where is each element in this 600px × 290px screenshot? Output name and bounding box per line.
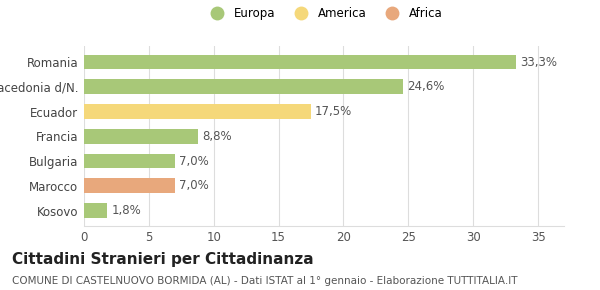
Text: COMUNE DI CASTELNUOVO BORMIDA (AL) - Dati ISTAT al 1° gennaio - Elaborazione TUT: COMUNE DI CASTELNUOVO BORMIDA (AL) - Dat… <box>12 276 517 285</box>
Text: 24,6%: 24,6% <box>407 80 445 93</box>
Bar <box>84 203 107 218</box>
Bar <box>84 154 175 168</box>
Text: 7,0%: 7,0% <box>179 179 208 192</box>
Bar <box>84 129 198 144</box>
Text: 1,8%: 1,8% <box>111 204 141 217</box>
Text: 7,0%: 7,0% <box>179 155 208 168</box>
Text: Cittadini Stranieri per Cittadinanza: Cittadini Stranieri per Cittadinanza <box>12 252 314 267</box>
Text: 8,8%: 8,8% <box>202 130 232 143</box>
Bar <box>84 104 311 119</box>
Legend: Europa, America, Africa: Europa, America, Africa <box>200 2 448 24</box>
Bar <box>84 178 175 193</box>
Text: 33,3%: 33,3% <box>520 55 557 68</box>
Bar <box>84 55 516 69</box>
Text: 17,5%: 17,5% <box>315 105 352 118</box>
Bar <box>84 79 403 94</box>
